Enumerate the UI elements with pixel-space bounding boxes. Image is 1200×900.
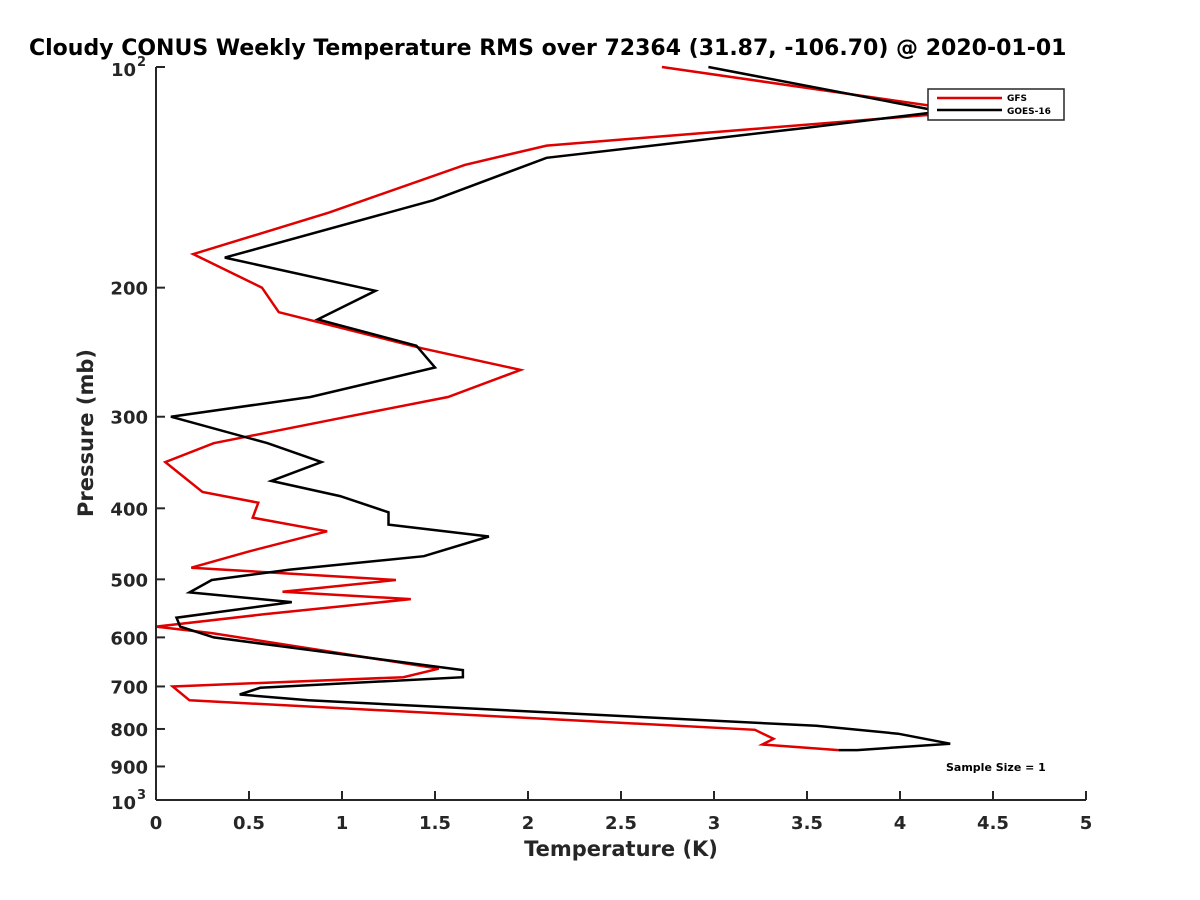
y-axis-label: Pressure (mb) — [74, 349, 98, 517]
x-tick-label: 3 — [708, 813, 721, 834]
y-tick-label: 300 — [110, 408, 148, 429]
sample-size-annotation: Sample Size = 1 — [946, 761, 1046, 774]
chart-legend: GFS GOES-16 — [927, 88, 1065, 121]
y-tick-label: 500 — [110, 570, 148, 591]
legend-label-gfs: GFS — [1007, 94, 1027, 104]
x-tick-label: 4.5 — [977, 813, 1009, 834]
legend-label-goes16: GOES-16 — [1007, 107, 1051, 117]
x-tick-label: 4 — [894, 813, 907, 834]
x-axis-ticks: 0 0.5 1 1.5 2 2.5 3 3.5 4 4.5 5 — [150, 791, 1093, 834]
series-layer — [155, 65, 971, 752]
y-tick-exponent: 3 — [137, 788, 146, 803]
y-tick-label: 900 — [110, 757, 148, 778]
y-tick-label: 700 — [110, 677, 148, 698]
legend-box — [927, 88, 1065, 121]
x-tick-label: 2 — [522, 813, 535, 834]
y-tick-label: 200 — [110, 279, 148, 300]
x-axis-label: Temperature (K) — [524, 837, 718, 861]
y-tick-label: 10 — [111, 60, 136, 81]
series-line-gfs — [155, 65, 971, 752]
y-tick-exponent: 2 — [137, 55, 146, 70]
y-tick-label: 800 — [110, 720, 148, 741]
x-tick-label: 0.5 — [233, 813, 265, 834]
x-tick-label: 1.5 — [419, 813, 451, 834]
chart-title: Cloudy CONUS Weekly Temperature RMS over… — [29, 36, 1066, 61]
series-line-goes16 — [170, 65, 951, 752]
y-tick-label: 400 — [110, 499, 148, 520]
x-tick-label: 0 — [150, 813, 163, 834]
x-tick-label: 2.5 — [605, 813, 637, 834]
x-tick-label: 3.5 — [791, 813, 823, 834]
y-tick-label: 600 — [110, 628, 148, 649]
x-tick-label: 1 — [336, 813, 349, 834]
y-tick-label: 10 — [111, 793, 136, 814]
x-tick-label: 5 — [1080, 813, 1093, 834]
